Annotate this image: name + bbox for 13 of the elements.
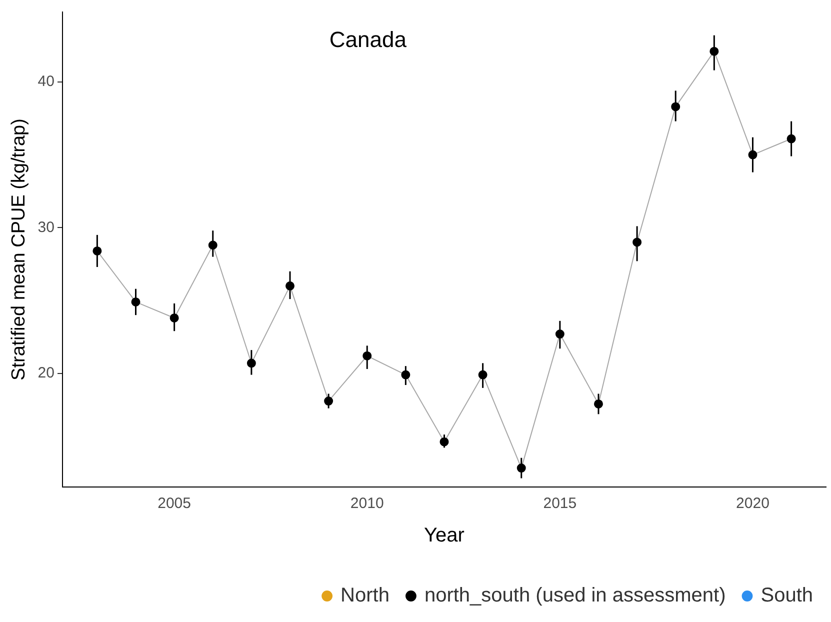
x-tick-label: 2005 <box>158 495 191 512</box>
x-tick-label: 2010 <box>350 495 384 512</box>
x-tick-label: 2015 <box>543 495 577 512</box>
y-tick-label: 30 <box>38 218 54 236</box>
x-axis-title: Year <box>424 524 465 547</box>
y-tick-label: 20 <box>38 364 54 382</box>
x-tick-label: 2020 <box>736 495 770 512</box>
legend-label: South <box>760 584 813 607</box>
y-tick-label: 40 <box>38 73 54 90</box>
y-axis-title: Stratified mean CPUE (kg/trap) <box>8 118 30 380</box>
text: Canada <box>329 27 408 52</box>
legend-label: north_south (used in assessment) <box>424 584 726 607</box>
legend-label: North <box>340 584 390 607</box>
